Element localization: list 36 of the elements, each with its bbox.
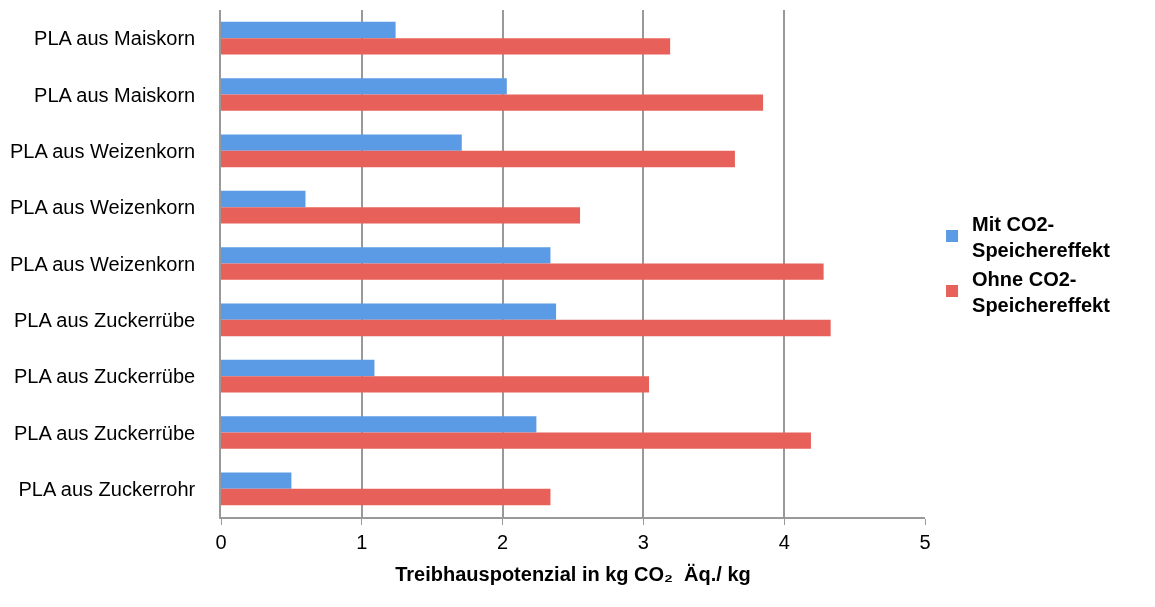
- y-tick-label: PLA aus Zuckerrohr: [18, 477, 196, 500]
- y-tick-label: PLA aus Zuckerrübe: [14, 308, 196, 331]
- bar: [221, 432, 811, 449]
- bar: [221, 376, 650, 393]
- bar: [221, 134, 462, 151]
- bar: [221, 472, 292, 489]
- bar: [221, 78, 507, 95]
- bar: [221, 303, 557, 320]
- y-tick-label: PLA aus Weizenkorn: [9, 252, 196, 275]
- bar: [221, 94, 764, 111]
- x-tick-label: 2: [497, 530, 509, 553]
- x-axis-title: Treibhauspotenzial in kg CO₂ Äq./ kg: [395, 562, 751, 585]
- bar: [221, 190, 306, 208]
- y-tick-label: PLA aus Zuckerrübe: [14, 421, 196, 444]
- bar: [221, 150, 735, 168]
- legend-label: Ohne CO2-Speichereffekt: [972, 267, 1111, 316]
- bar: [221, 38, 671, 55]
- bar: [221, 488, 551, 506]
- bar: [221, 21, 396, 39]
- x-tick-label: 3: [637, 530, 649, 553]
- y-tick-label: PLA aus Maiskorn: [34, 83, 196, 106]
- y-tick-label: PLA aus Zuckerrübe: [14, 365, 196, 388]
- x-tick-label: 0: [215, 530, 227, 553]
- legend-label: Mit CO2-Speichereffekt: [972, 212, 1111, 261]
- y-tick-label: PLA aus Maiskorn: [34, 27, 196, 50]
- x-tick-label: 1: [356, 530, 368, 553]
- bar: [221, 319, 831, 337]
- bar: [221, 359, 375, 377]
- bar: [221, 207, 581, 224]
- bar: [221, 247, 551, 264]
- bar: [221, 263, 824, 280]
- y-tick-label: PLA aus Weizenkorn: [9, 139, 196, 162]
- bar: [221, 416, 537, 433]
- x-tick-label: 4: [778, 530, 790, 553]
- y-tick-label: PLA aus Weizenkorn: [9, 196, 196, 219]
- x-tick-label: 5: [919, 530, 931, 553]
